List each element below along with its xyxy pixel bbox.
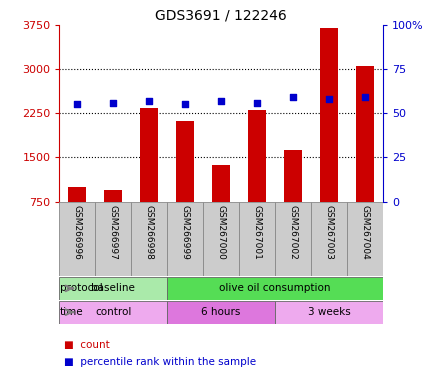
Bar bbox=[59, 202, 95, 276]
Bar bbox=[275, 202, 311, 276]
Bar bbox=[176, 121, 194, 202]
Text: ■  count: ■ count bbox=[64, 340, 110, 350]
Text: GSM267000: GSM267000 bbox=[216, 205, 226, 260]
Text: protocol: protocol bbox=[60, 283, 103, 293]
Point bbox=[326, 96, 333, 102]
Text: time: time bbox=[60, 307, 84, 317]
Text: GSM267002: GSM267002 bbox=[289, 205, 297, 260]
Text: ■  percentile rank within the sample: ■ percentile rank within the sample bbox=[64, 358, 256, 367]
Bar bbox=[275, 301, 383, 324]
Text: baseline: baseline bbox=[92, 283, 135, 293]
Bar bbox=[68, 187, 86, 202]
Text: GSM267003: GSM267003 bbox=[324, 205, 334, 260]
Bar bbox=[284, 151, 302, 202]
Point bbox=[290, 94, 297, 101]
Bar bbox=[104, 190, 122, 202]
Bar bbox=[167, 277, 383, 300]
Text: GSM266999: GSM266999 bbox=[181, 205, 190, 260]
Bar bbox=[203, 202, 239, 276]
Point bbox=[110, 99, 117, 106]
Title: GDS3691 / 122246: GDS3691 / 122246 bbox=[155, 8, 287, 22]
Text: GSM267004: GSM267004 bbox=[360, 205, 369, 260]
Bar bbox=[59, 301, 167, 324]
Bar bbox=[239, 202, 275, 276]
Text: 6 hours: 6 hours bbox=[202, 307, 241, 317]
Bar bbox=[131, 202, 167, 276]
Text: 3 weeks: 3 weeks bbox=[308, 307, 350, 317]
Text: GSM267001: GSM267001 bbox=[253, 205, 261, 260]
Text: olive oil consumption: olive oil consumption bbox=[219, 283, 331, 293]
Point bbox=[218, 98, 225, 104]
Text: GSM266997: GSM266997 bbox=[109, 205, 118, 260]
Bar bbox=[347, 202, 383, 276]
Bar bbox=[311, 202, 347, 276]
Text: GSM266996: GSM266996 bbox=[73, 205, 82, 260]
Bar bbox=[95, 202, 131, 276]
Bar bbox=[59, 277, 167, 300]
Point bbox=[74, 101, 81, 108]
Point bbox=[361, 94, 368, 101]
Bar bbox=[167, 202, 203, 276]
Bar bbox=[140, 108, 158, 202]
Text: control: control bbox=[95, 307, 132, 317]
Point bbox=[182, 101, 189, 108]
Text: GSM266998: GSM266998 bbox=[145, 205, 154, 260]
Point bbox=[146, 98, 153, 104]
Bar bbox=[212, 164, 230, 202]
Bar bbox=[356, 66, 374, 202]
Bar bbox=[248, 110, 266, 202]
Bar bbox=[320, 28, 338, 202]
Bar bbox=[167, 301, 275, 324]
Point bbox=[253, 99, 260, 106]
